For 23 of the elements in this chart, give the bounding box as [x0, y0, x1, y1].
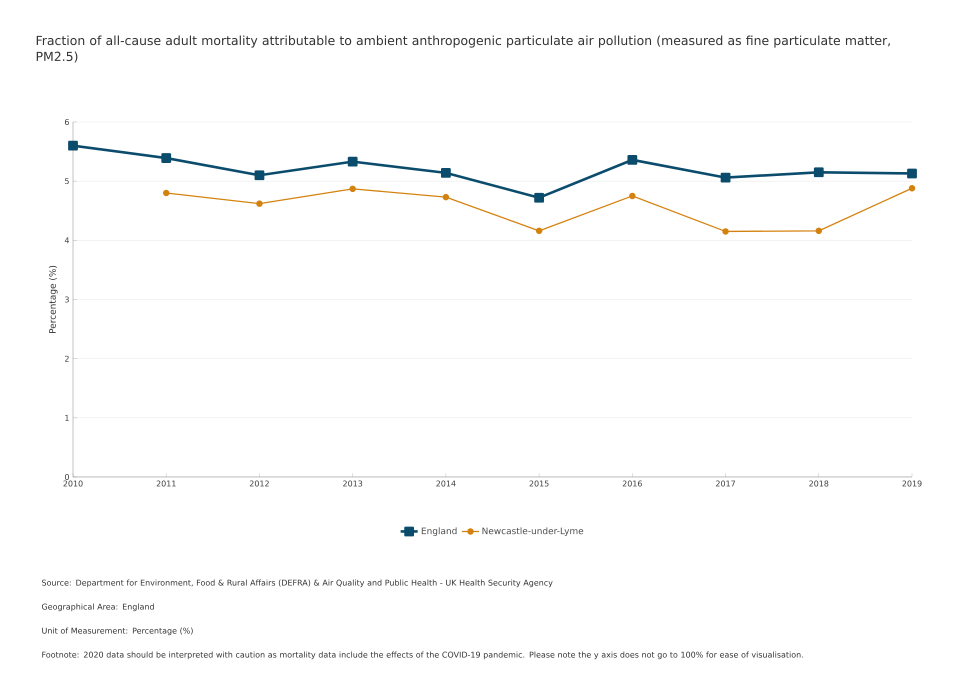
point: [907, 168, 917, 178]
chart-title: Fraction of all-cause adult mortality attributable to ambient anthropogenic particulate air pollution (measured as fine particulate matter, PM2.5): [36, 36, 890, 63]
point: [349, 186, 356, 192]
point: [162, 190, 170, 196]
point: [720, 172, 730, 183]
point: [441, 168, 451, 178]
legend-label: England: [422, 527, 457, 536]
point: [814, 167, 824, 178]
legend-label: Newcastle-under-Lyme: [482, 527, 584, 536]
point: [536, 228, 542, 234]
point: [629, 192, 636, 200]
point: [348, 156, 358, 167]
point: [816, 228, 822, 234]
point: [534, 192, 544, 203]
point: [627, 154, 638, 165]
point: [908, 185, 916, 192]
point: [442, 194, 450, 200]
point: [68, 140, 78, 151]
point: [256, 200, 263, 207]
point: [254, 170, 264, 180]
point: [722, 228, 729, 235]
point: [161, 153, 172, 163]
y-axis-title: Percentage (%): [48, 266, 58, 334]
